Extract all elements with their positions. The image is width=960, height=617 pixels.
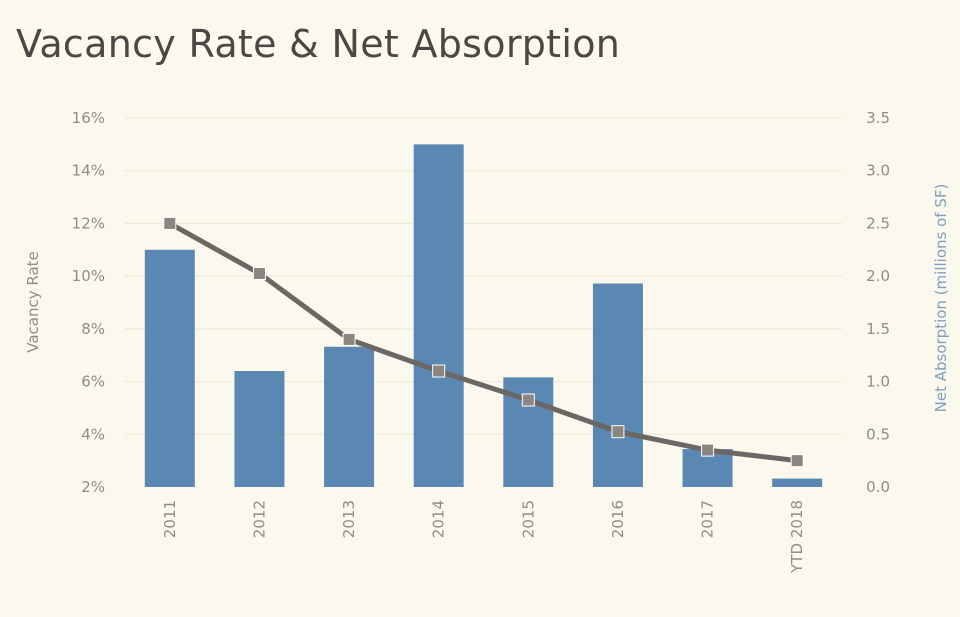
chart-title: Vacancy Rate & Net Absorption <box>16 22 621 66</box>
y-right-tick-label: 0.5 <box>866 425 890 443</box>
y-right-tick-label: 3.5 <box>866 109 890 127</box>
bar-net-absorption <box>234 371 285 487</box>
point-vacancy-rate <box>790 454 804 468</box>
x-tick-label: 2017 <box>699 500 717 538</box>
y-right-tick-label: 0.0 <box>866 478 890 496</box>
y-right-tick-label: 1.5 <box>866 320 890 338</box>
x-tick-label: 2016 <box>609 500 627 538</box>
line-vacancy-rate <box>167 220 800 464</box>
bar-net-absorption <box>144 249 195 487</box>
y-right-tick-label: 1.0 <box>866 373 890 391</box>
x-tick-label: 2015 <box>519 500 537 538</box>
point-vacancy-rate <box>432 364 446 378</box>
y-left-tick-label: 8% <box>81 320 105 338</box>
x-tick-label: YTD 2018 <box>788 500 806 574</box>
y-left-tick-label: 14% <box>72 162 105 180</box>
bar-net-absorption <box>413 144 464 487</box>
y-left-tick-label: 4% <box>81 425 105 443</box>
x-tick-label: 2012 <box>250 500 268 538</box>
y-left-tick-label: 10% <box>72 267 105 285</box>
point-vacancy-rate <box>342 332 356 346</box>
point-vacancy-rate <box>163 216 177 230</box>
point-vacancy-rate <box>611 425 625 439</box>
y-right-tick-label: 2.0 <box>866 267 890 285</box>
point-vacancy-rate <box>252 267 266 281</box>
y-left-tick-label: 2% <box>81 478 105 496</box>
x-tick-label: 2011 <box>161 500 179 538</box>
y-left-axis-label: Vacancy Rate <box>24 251 42 353</box>
bar-net-absorption <box>592 283 643 487</box>
y-left-tick-label: 12% <box>72 214 105 232</box>
x-tick-label: 2013 <box>340 500 358 538</box>
point-vacancy-rate <box>521 393 535 407</box>
x-tick-label: 2014 <box>430 500 448 538</box>
bar-net-absorption <box>772 478 823 487</box>
y-right-axis-label: Net Absorption (millions of SF) <box>932 184 950 413</box>
y-right-tick-label: 2.5 <box>866 214 890 232</box>
y-left-tick-label: 6% <box>81 373 105 391</box>
point-vacancy-rate <box>701 443 715 457</box>
y-right-tick-label: 3.0 <box>866 162 890 180</box>
bar-net-absorption <box>324 346 375 487</box>
y-left-tick-label: 16% <box>72 109 105 127</box>
